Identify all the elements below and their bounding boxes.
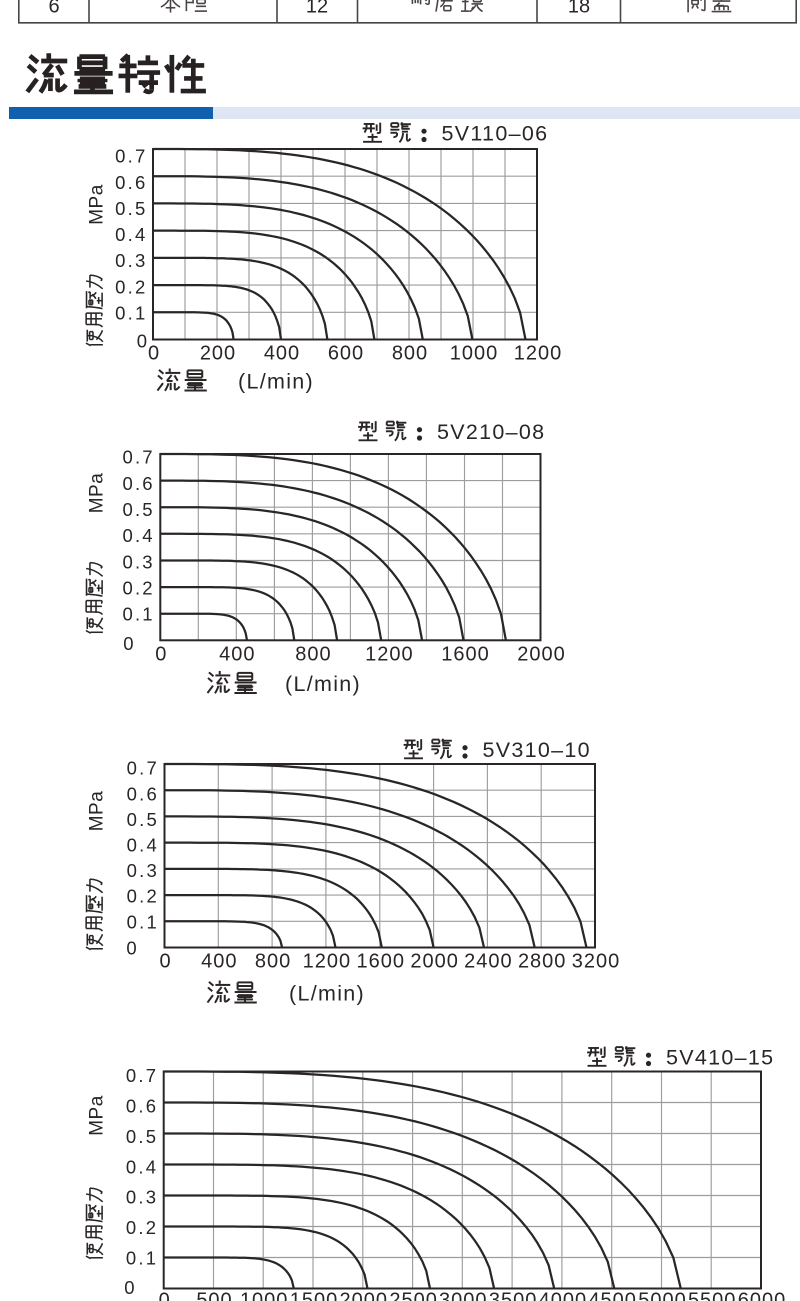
svg-text:0.4: 0.4: [115, 224, 147, 245]
svg-text:3000: 3000: [439, 1290, 488, 1301]
svg-text:2000: 2000: [410, 951, 459, 973]
svg-text:0: 0: [137, 331, 147, 352]
svg-text:(L/min): (L/min): [238, 370, 314, 394]
svg-text:12: 12: [306, 0, 328, 18]
svg-text:0.1: 0.1: [122, 604, 154, 625]
svg-text:0.6: 0.6: [126, 1096, 158, 1117]
svg-text:1000: 1000: [240, 1290, 289, 1301]
svg-text:MPa: MPa: [87, 1095, 108, 1136]
svg-text:0: 0: [159, 1290, 171, 1301]
svg-text:0.5: 0.5: [127, 809, 159, 830]
svg-text:2500: 2500: [389, 1290, 438, 1301]
svg-text:0: 0: [123, 633, 133, 654]
svg-text:0.2: 0.2: [127, 886, 159, 907]
svg-text:4500: 4500: [588, 1290, 637, 1301]
svg-text:800: 800: [255, 951, 291, 973]
svg-text:0: 0: [124, 1277, 134, 1298]
svg-text:0.7: 0.7: [122, 447, 154, 468]
svg-text:5V110–06: 5V110–06: [442, 122, 549, 146]
svg-text:0.5: 0.5: [122, 499, 154, 520]
svg-text:5000: 5000: [638, 1290, 687, 1301]
svg-text:0: 0: [159, 951, 171, 973]
svg-text:0.4: 0.4: [126, 1156, 158, 1177]
svg-text:MPa: MPa: [87, 791, 108, 832]
svg-text:2800: 2800: [518, 951, 567, 973]
svg-text:0: 0: [155, 643, 167, 665]
svg-text:500: 500: [196, 1290, 232, 1301]
svg-text:0: 0: [126, 938, 136, 959]
svg-text:4000: 4000: [539, 1290, 588, 1301]
svg-text:0.3: 0.3: [122, 551, 154, 572]
svg-text:2000: 2000: [517, 643, 566, 665]
svg-text:1600: 1600: [357, 951, 406, 973]
svg-text:0.2: 0.2: [126, 1217, 158, 1238]
svg-text:5V310–10: 5V310–10: [483, 738, 591, 762]
svg-text:0.1: 0.1: [127, 911, 159, 932]
svg-text:3500: 3500: [489, 1290, 538, 1301]
svg-text:18: 18: [568, 0, 590, 18]
svg-text:200: 200: [200, 343, 236, 365]
svg-text:0.7: 0.7: [126, 1065, 158, 1086]
svg-text:(L/min): (L/min): [289, 982, 365, 1006]
svg-text:800: 800: [392, 343, 428, 365]
svg-text:0.2: 0.2: [115, 276, 147, 297]
svg-text:0.4: 0.4: [122, 525, 154, 546]
svg-text:0.4: 0.4: [127, 835, 159, 856]
svg-text:0.1: 0.1: [115, 303, 147, 324]
svg-text:MPa: MPa: [87, 473, 108, 514]
svg-text:2400: 2400: [464, 951, 513, 973]
svg-text:6: 6: [48, 0, 59, 18]
svg-text:1200: 1200: [365, 643, 414, 665]
svg-text:2000: 2000: [340, 1290, 389, 1301]
svg-text:1500: 1500: [290, 1290, 339, 1301]
svg-text:0.6: 0.6: [127, 783, 159, 804]
svg-text:3200: 3200: [572, 951, 621, 973]
svg-text:0.7: 0.7: [115, 146, 147, 167]
svg-text:0.3: 0.3: [115, 250, 147, 271]
svg-text:0: 0: [148, 343, 160, 365]
svg-text:1000: 1000: [450, 343, 499, 365]
svg-text:1200: 1200: [514, 343, 563, 365]
svg-text:400: 400: [201, 951, 237, 973]
svg-text:0.6: 0.6: [122, 473, 154, 494]
svg-text:600: 600: [328, 343, 364, 365]
svg-text:0.6: 0.6: [115, 172, 147, 193]
svg-text:(L/min): (L/min): [285, 672, 361, 696]
svg-text:5V410–15: 5V410–15: [666, 1046, 774, 1070]
svg-text:1600: 1600: [441, 643, 490, 665]
svg-text:0.1: 0.1: [126, 1248, 158, 1269]
svg-text:5500: 5500: [688, 1290, 737, 1301]
svg-text:0.5: 0.5: [126, 1126, 158, 1147]
svg-text:0.3: 0.3: [126, 1187, 158, 1208]
svg-text:1200: 1200: [303, 951, 352, 973]
svg-text:400: 400: [264, 343, 300, 365]
svg-text:MPa: MPa: [87, 184, 108, 225]
svg-text:6000: 6000: [738, 1290, 787, 1301]
svg-text:0.2: 0.2: [122, 578, 154, 599]
svg-text:0.7: 0.7: [127, 758, 159, 779]
svg-text:800: 800: [295, 643, 331, 665]
svg-text:0.5: 0.5: [115, 198, 147, 219]
svg-text:400: 400: [219, 643, 255, 665]
svg-text:5V210–08: 5V210–08: [437, 420, 545, 444]
svg-text:0.3: 0.3: [127, 860, 159, 881]
